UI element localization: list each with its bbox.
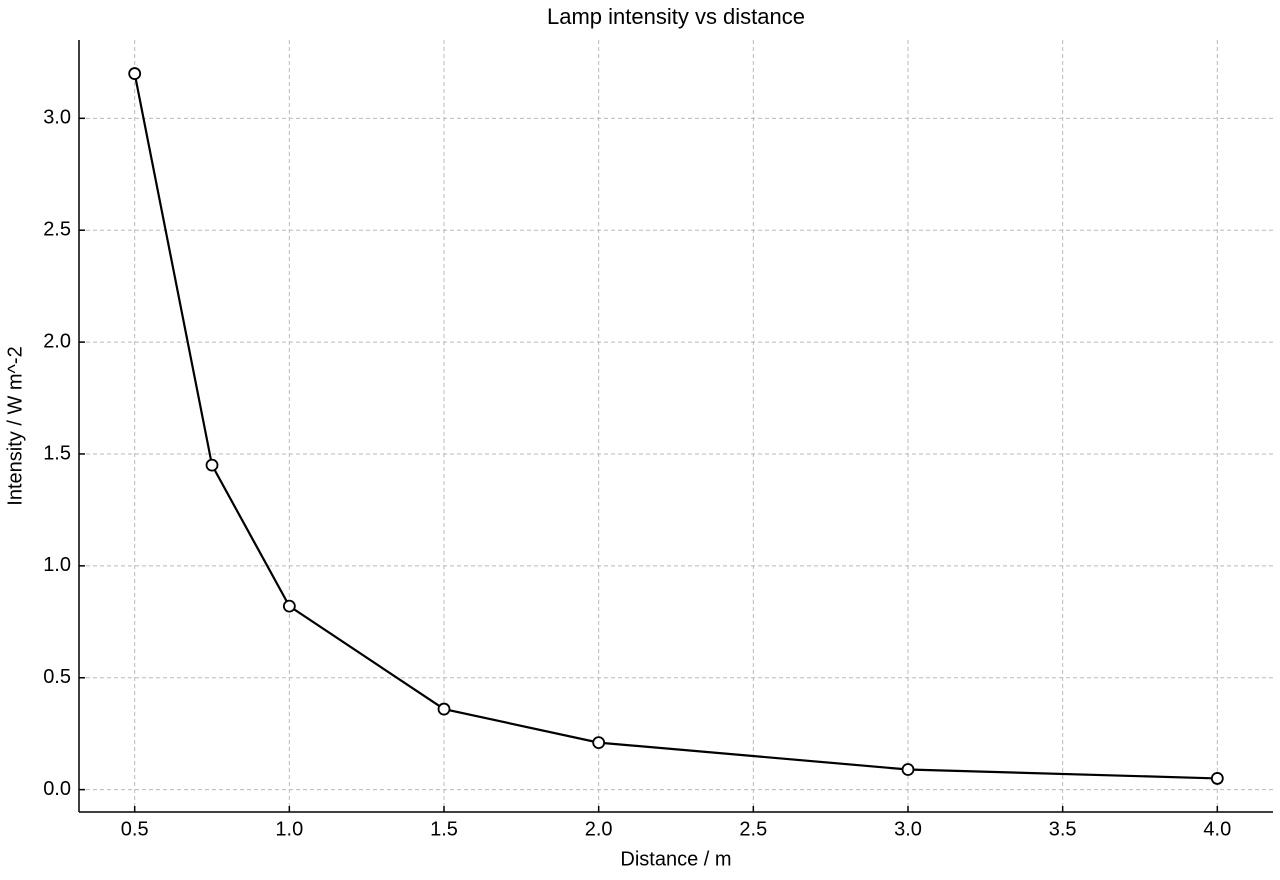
y-tick-label: 3.0	[43, 107, 71, 129]
x-tick-label: 0.5	[121, 818, 149, 840]
x-tick-label: 3.5	[1049, 818, 1077, 840]
y-tick-label: 0.0	[43, 778, 71, 800]
y-tick-label: 2.5	[43, 218, 71, 240]
chart-title: Lamp intensity vs distance	[547, 4, 805, 29]
y-tick-label: 1.5	[43, 442, 71, 464]
point-marker	[1210, 772, 1224, 785]
y-tick-label: 1.0	[43, 554, 71, 576]
point-marker	[901, 763, 915, 776]
x-axis-label: Distance / m	[620, 848, 731, 870]
point-marker	[592, 736, 606, 750]
x-tick-label: 2.5	[739, 818, 767, 840]
point-marker	[282, 599, 296, 613]
x-tick-label: 1.0	[275, 818, 303, 840]
y-tick-label: 0.5	[43, 666, 71, 688]
y-axis-label: Intensity / W m^-2	[4, 346, 26, 505]
x-tick-label: 1.5	[430, 818, 458, 840]
series-line	[133, 73, 1218, 780]
x-tick-label: 3.0	[894, 818, 922, 840]
point-marker	[437, 702, 451, 716]
point-marker	[128, 67, 142, 80]
x-tick-label: 4.0	[1203, 818, 1231, 840]
x-tick-label: 2.0	[585, 818, 613, 840]
point-marker	[205, 458, 219, 472]
y-tick-label: 2.0	[43, 330, 71, 352]
